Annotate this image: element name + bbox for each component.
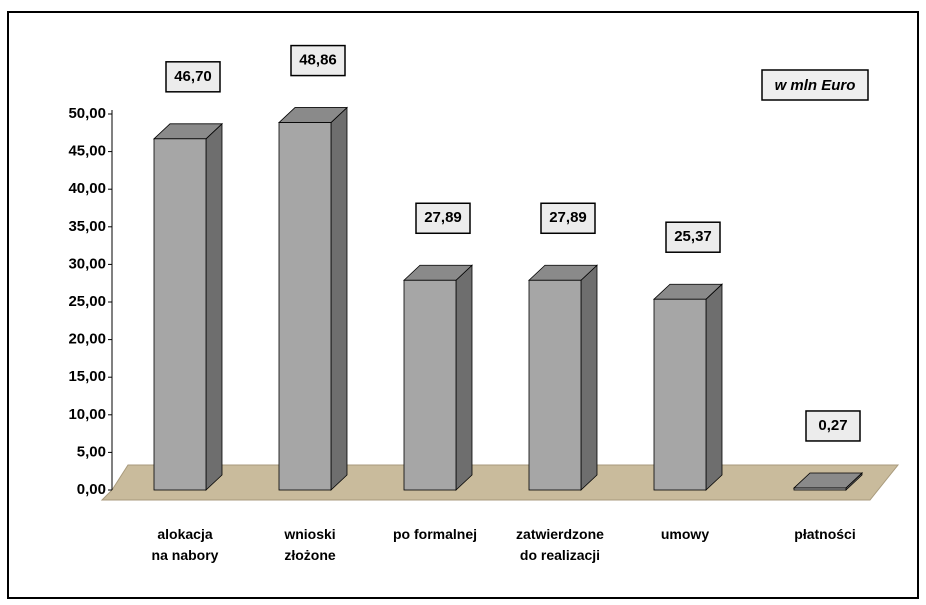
x-tick-label: po formalnej [393, 526, 477, 542]
value-label: 0,27 [818, 417, 847, 434]
y-tick-label: 35,00 [68, 218, 106, 235]
x-tick-label: zatwierdzone do realizacji [516, 526, 604, 563]
value-label-box [665, 221, 721, 253]
bar-side [330, 106, 348, 491]
x-tick-label: wnioski złożone [283, 526, 336, 563]
value-label-box [415, 202, 471, 235]
annotation-box [761, 69, 869, 101]
bar [652, 283, 724, 491]
value-label: 27,89 [424, 209, 462, 226]
bar-front [278, 122, 332, 491]
bar-front [653, 298, 707, 491]
bar-front [403, 279, 457, 491]
bar [277, 106, 349, 491]
bar-front [793, 487, 847, 491]
x-tick-label: umowy [661, 526, 709, 542]
value-label-box [290, 44, 346, 77]
y-tick-label: 40,00 [68, 180, 106, 197]
y-tick-label: 5,00 [77, 443, 106, 460]
value-label-box [165, 61, 221, 93]
value-label: 27,89 [549, 209, 587, 226]
bar-side [205, 122, 223, 491]
bar [527, 264, 599, 491]
value-label-box [805, 410, 861, 442]
value-label-box [540, 202, 596, 235]
bar-front [153, 138, 207, 491]
bar-side [580, 264, 598, 491]
bar-side [455, 264, 473, 491]
bar [792, 472, 864, 491]
bar [152, 122, 224, 491]
y-tick-label: 45,00 [68, 143, 106, 160]
y-tick-label: 50,00 [68, 105, 106, 122]
bar [402, 264, 474, 491]
x-tick-label: płatności [794, 526, 855, 542]
y-tick-label: 20,00 [68, 331, 106, 348]
bar-front [528, 279, 582, 491]
y-tick-label: 30,00 [68, 255, 106, 272]
y-tick-label: 25,00 [68, 293, 106, 310]
y-tick-label: 0,00 [77, 481, 106, 498]
value-label: 25,37 [674, 228, 712, 245]
annotation: w mln Euro [775, 77, 856, 94]
y-tick-label: 15,00 [68, 368, 106, 385]
value-label: 46,70 [174, 68, 212, 85]
bar-side [705, 283, 723, 491]
y-tick-label: 10,00 [68, 406, 106, 423]
x-tick-label: alokacja na nabory [152, 526, 219, 563]
value-label: 48,86 [299, 52, 337, 69]
